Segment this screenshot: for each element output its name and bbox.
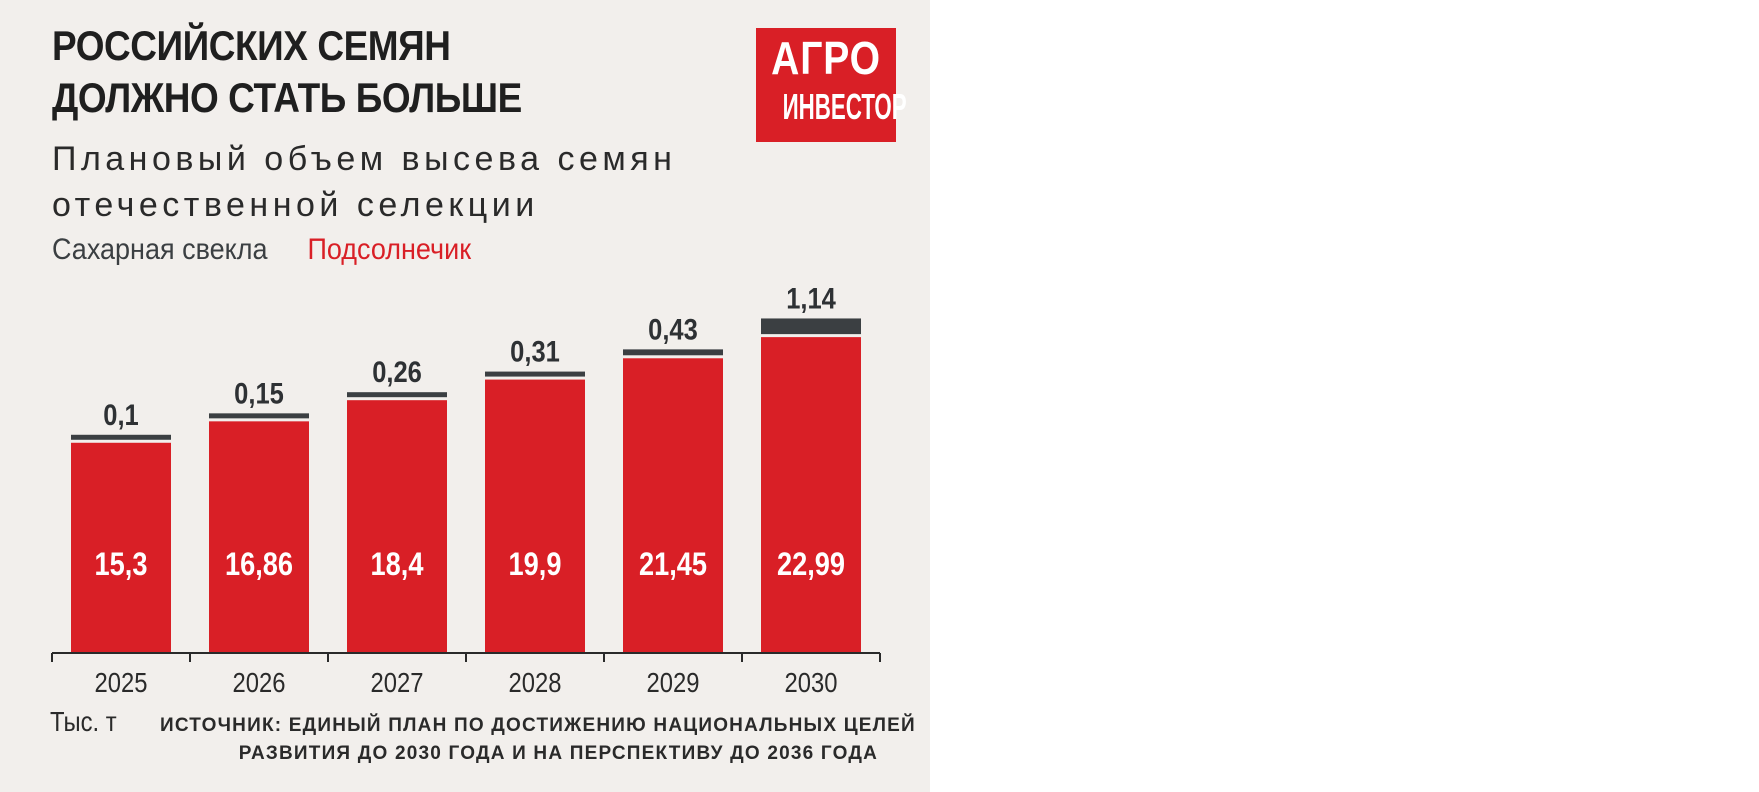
bar-sunflower-2030 — [761, 337, 861, 653]
bar-sunflower-2028 — [485, 379, 585, 653]
bar-sunflower-2029 — [623, 358, 723, 653]
bar-sugar-beet-2028 — [485, 371, 585, 377]
bar-sugar-beet-2026 — [209, 413, 309, 419]
label-sugar-beet-2027: 0,26 — [372, 355, 422, 388]
x-tick-label-2030: 2030 — [785, 666, 838, 698]
stacked-bar-chart: 15,3 0,1 2025 16,86 0,15 2026 18,4 0,26 2027 19,9… — [51, 282, 881, 698]
label-sunflower-2027: 18,4 — [371, 547, 424, 583]
legend: Сахарная свекла Подсолнечик — [52, 230, 503, 270]
subtitle-line-2: отечественной селекции — [52, 186, 539, 224]
bar-sugar-beet-2025 — [71, 434, 171, 440]
label-sunflower-2030: 22,99 — [777, 547, 845, 583]
x-tick-label-2027: 2027 — [371, 666, 424, 698]
label-sugar-beet-2028: 0,31 — [510, 335, 560, 368]
bar-sunflower-2027 — [347, 400, 447, 653]
x-tick-label-2028: 2028 — [509, 666, 562, 698]
bar-sunflower-2025 — [71, 442, 171, 653]
legend-sunflower: Подсолнечик — [307, 233, 472, 266]
x-tick-label-2029: 2029 — [647, 666, 700, 698]
agroinvestor-logo: АГРО ИНВЕСТОР — [756, 28, 907, 142]
bar-sunflower-2026 — [209, 421, 309, 653]
logo-line-2: ИНВЕСТОР — [782, 86, 907, 127]
title-line-2: ДОЛЖНО СТАТЬ БОЛЬШЕ — [52, 74, 522, 121]
label-sugar-beet-2030: 1,14 — [786, 282, 836, 315]
unit-label: Тыс. т — [50, 706, 117, 737]
chart-subtitle: Плановый объем высева семян отечественно… — [52, 136, 676, 228]
title-line-1: РОССИЙСКИХ СЕМЯН — [52, 22, 451, 69]
label-sugar-beet-2025: 0,1 — [103, 398, 138, 431]
x-tick-label-2026: 2026 — [233, 666, 286, 698]
logo-line-1: АГРО — [771, 32, 881, 84]
subtitle-line-1: Плановый объем высева семян — [52, 140, 677, 178]
bar-sugar-beet-2030 — [761, 318, 861, 335]
bar-sugar-beet-2027 — [347, 392, 447, 398]
source-note: ИСТОЧНИК: ЕДИНЫЙ ПЛАН ПО ДОСТИЖЕНИЮ НАЦИ… — [160, 712, 916, 768]
source-line-2: РАЗВИТИЯ ДО 2030 ГОДА И НА ПЕРСПЕКТИВУ Д… — [238, 743, 878, 764]
source-line-1: ИСТОЧНИК: ЕДИНЫЙ ПЛАН ПО ДОСТИЖЕНИЮ НАЦИ… — [160, 715, 916, 736]
x-tick-label-2025: 2025 — [95, 666, 148, 698]
label-sugar-beet-2029: 0,43 — [648, 312, 698, 345]
chart-title: РОССИЙСКИХ СЕМЯН ДОЛЖНО СТАТЬ БОЛЬШЕ — [52, 20, 522, 124]
label-sunflower-2028: 19,9 — [509, 547, 562, 583]
label-sugar-beet-2026: 0,15 — [234, 376, 284, 409]
label-sunflower-2026: 16,86 — [225, 547, 293, 583]
label-sunflower-2025: 15,3 — [95, 547, 148, 583]
legend-sugar-beet: Сахарная свекла — [52, 233, 268, 266]
bar-sugar-beet-2029 — [623, 349, 723, 356]
infographic-panel: РОССИЙСКИХ СЕМЯН ДОЛЖНО СТАТЬ БОЛЬШЕ Пла… — [0, 0, 930, 792]
label-sunflower-2029: 21,45 — [639, 547, 707, 583]
